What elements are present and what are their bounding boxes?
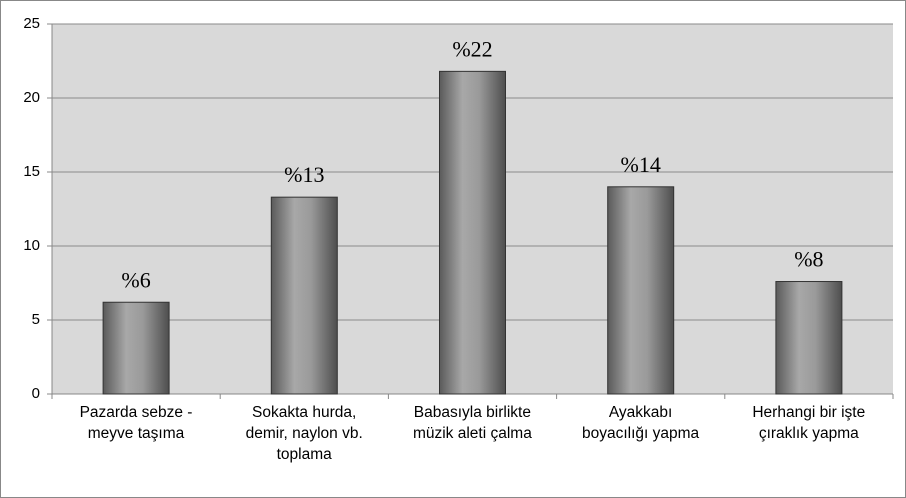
- value-label: %6: [121, 267, 150, 292]
- x-tick-label: Ayakkabı boyacılığı yapma: [582, 404, 700, 442]
- x-tick-label: Pazarda sebze - meyve taşıma: [79, 404, 193, 442]
- bar: [102, 301, 170, 395]
- x-tick-label: Babasıyla birlikte müzik aleti çalma: [412, 404, 532, 442]
- y-tick-label: 5: [32, 311, 40, 328]
- bar: [270, 196, 338, 395]
- y-tick-label: 25: [23, 15, 40, 32]
- bar: [607, 186, 675, 395]
- y-tick-label: 20: [23, 89, 40, 106]
- value-label: %13: [284, 162, 324, 187]
- bar: [775, 281, 843, 395]
- y-tick-label: 15: [23, 163, 40, 180]
- value-label: %22: [452, 36, 492, 61]
- x-tick-label: Herhangi bir işte çıraklık yapma: [752, 404, 866, 442]
- value-label: %14: [621, 152, 661, 177]
- x-tick-label: Sokakta hurda, demir, naylon vb. toplama: [245, 404, 363, 463]
- y-tick-label: 0: [32, 385, 40, 402]
- bar: [439, 70, 506, 395]
- y-tick-label: 10: [23, 237, 40, 254]
- value-label: %8: [794, 247, 823, 272]
